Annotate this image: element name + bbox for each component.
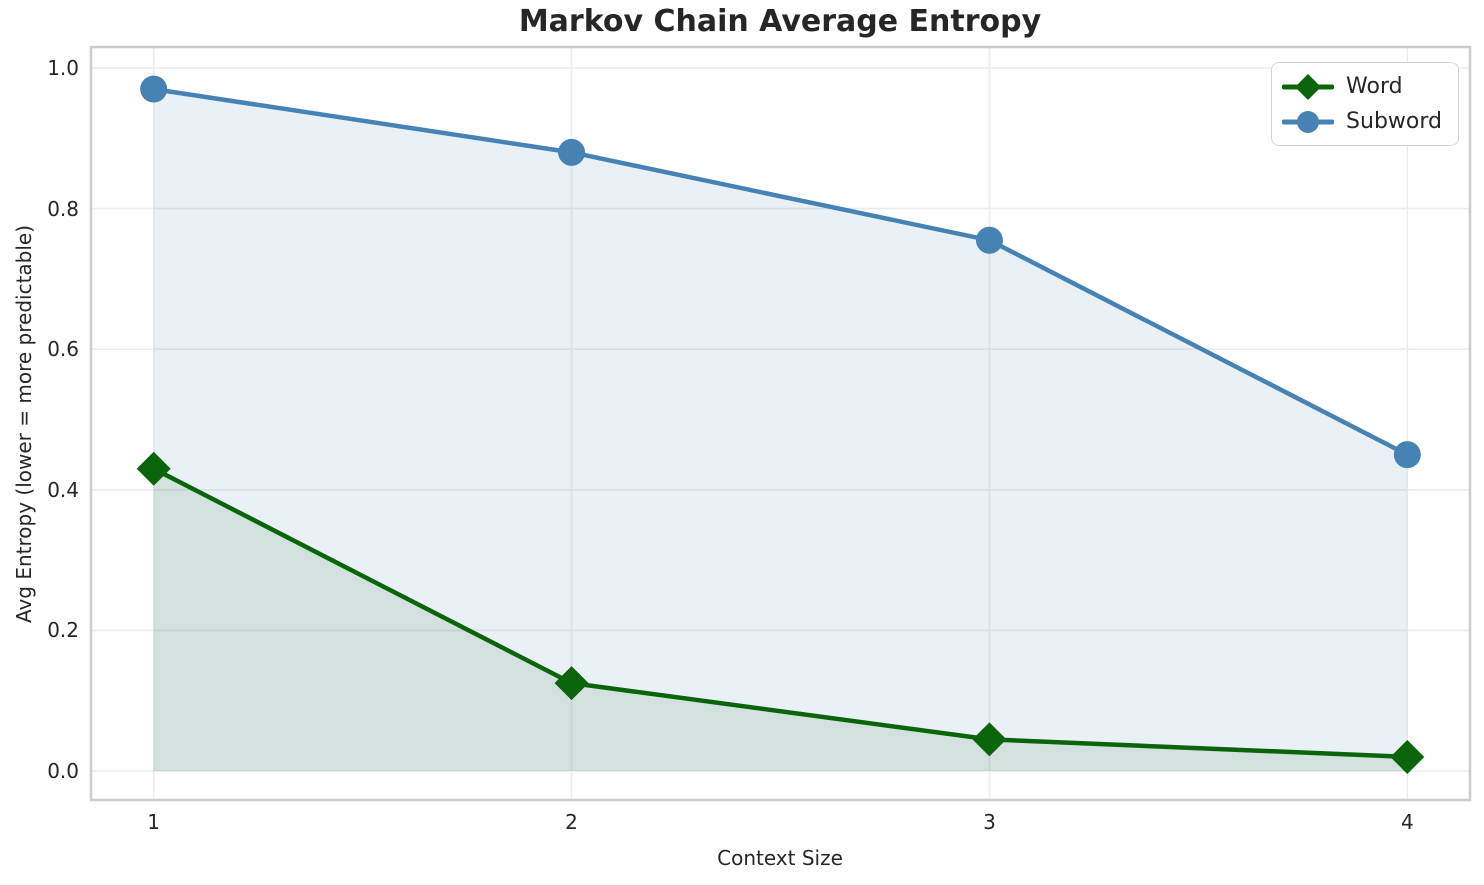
x-axis-label: Context Size bbox=[717, 846, 843, 870]
subword-area-fill bbox=[153, 89, 1408, 772]
legend-label-word: Word bbox=[1346, 74, 1403, 99]
axes-spines bbox=[89, 45, 1472, 802]
word-marker-2 bbox=[554, 666, 589, 701]
legend-item-word: Word bbox=[1282, 70, 1442, 103]
y-tick-label-0.2: 0.2 bbox=[47, 618, 79, 643]
legend-label-subword: Subword bbox=[1346, 109, 1442, 134]
x-tick-label-1: 1 bbox=[147, 810, 161, 834]
word-area-fill bbox=[153, 468, 1408, 771]
legend: Word Subword bbox=[1271, 62, 1459, 146]
y-tick-label-0.0: 0.0 bbox=[47, 759, 79, 783]
y-axis-label: Avg Entropy (lower = more predictable) bbox=[12, 224, 36, 624]
legend-item-subword: Subword bbox=[1282, 105, 1442, 138]
subword-circle-icon bbox=[1282, 110, 1335, 133]
word-diamond-icon bbox=[1282, 73, 1335, 100]
x-tick-label-2: 2 bbox=[565, 810, 578, 834]
word-marker-3 bbox=[972, 722, 1007, 757]
y-tick-label-1.0: 1.0 bbox=[47, 56, 79, 80]
x-tick-label-3: 3 bbox=[983, 810, 996, 834]
subword-marker-4 bbox=[1393, 441, 1421, 469]
chart-title: Markov Chain Average Entropy bbox=[518, 4, 1042, 39]
subword-marker-2 bbox=[558, 138, 586, 166]
word-marker-1 bbox=[136, 451, 171, 486]
subword-marker-3 bbox=[975, 226, 1003, 254]
x-tick-label-4: 4 bbox=[1400, 810, 1414, 834]
word-marker-4 bbox=[1390, 739, 1425, 774]
subword-marker-1 bbox=[140, 75, 168, 103]
y-tick-label-0.4: 0.4 bbox=[47, 477, 79, 502]
y-tick-label-0.8: 0.8 bbox=[47, 196, 79, 221]
y-tick-label-0.6: 0.6 bbox=[47, 337, 79, 362]
word-series-line bbox=[151, 466, 1410, 760]
subword-series-line bbox=[151, 86, 1410, 457]
